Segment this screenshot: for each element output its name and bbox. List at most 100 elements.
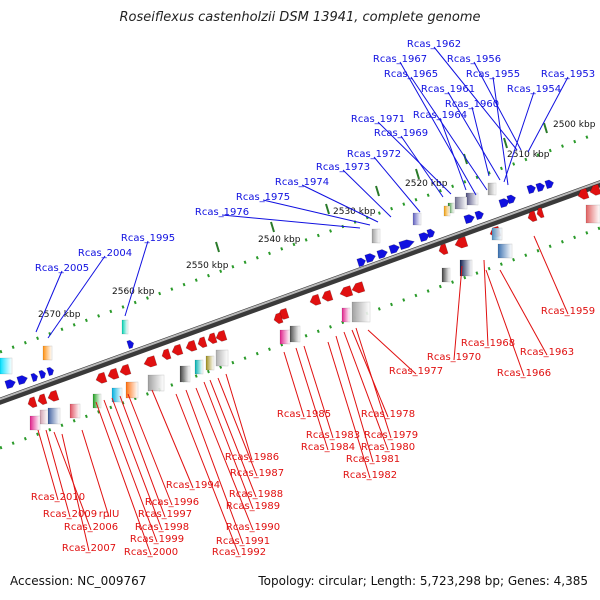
leader-line xyxy=(225,373,253,461)
reverse-gene-label: Rcas_1979 xyxy=(364,430,418,441)
feature-box xyxy=(441,267,451,283)
reverse-gene-label: Rcas_1980 xyxy=(361,442,415,453)
major-tick xyxy=(415,168,420,180)
forward-gene-arrow[interactable] xyxy=(46,366,55,377)
leader-line xyxy=(283,351,305,418)
reverse-gene-label: Rcas_2007 xyxy=(62,543,116,554)
reverse-gene-arrow[interactable] xyxy=(47,389,60,402)
forward-gene-arrow[interactable] xyxy=(388,244,400,255)
reverse-gene-arrow[interactable] xyxy=(95,371,108,384)
leader-line xyxy=(399,61,477,196)
forward-gene-label: Rcas_1962 xyxy=(407,39,461,50)
reverse-gene-arrow[interactable] xyxy=(185,339,198,352)
reverse-gene-label: Rcas_1999 xyxy=(130,534,184,545)
forward-gene-arrow[interactable] xyxy=(398,239,415,251)
forward-gene-label: Rcas_1953 xyxy=(541,69,595,80)
forward-gene-arrow[interactable] xyxy=(16,375,28,386)
forward-gene-label: Rcas_1967 xyxy=(373,54,427,65)
major-tick xyxy=(543,122,548,134)
reverse-gene-arrow[interactable] xyxy=(454,236,469,249)
reverse-gene-label: Rcas_1988 xyxy=(229,489,283,500)
reverse-gene-arrow[interactable] xyxy=(197,336,208,349)
reverse-gene-label: Rcas_2006 xyxy=(64,522,118,533)
feature-box xyxy=(111,387,123,403)
leader-line xyxy=(37,429,59,501)
reverse-gene-arrow[interactable] xyxy=(339,285,354,298)
feature-box xyxy=(42,345,53,361)
leader-line xyxy=(527,76,569,153)
genome-title: Roseiflexus castenholzii DSM 13941, comp… xyxy=(119,10,481,25)
forward-gene-arrow[interactable] xyxy=(4,379,16,390)
reverse-gene-arrow[interactable] xyxy=(161,348,172,361)
reverse-gene-arrow[interactable] xyxy=(27,396,38,409)
leader-line xyxy=(119,395,166,518)
feature-box xyxy=(205,355,215,371)
forward-gene-arrow[interactable] xyxy=(535,182,545,193)
reverse-gene-arrow[interactable] xyxy=(107,367,120,380)
reverse-gene-arrow[interactable] xyxy=(438,243,449,256)
bp-label: 2550 kbp xyxy=(186,261,229,271)
reverse-gene-label: Rcas_1984 xyxy=(301,442,355,453)
forward-gene-arrow[interactable] xyxy=(498,198,510,209)
reverse-gene-arrow[interactable] xyxy=(577,187,590,200)
leader-line xyxy=(185,389,244,545)
leader-line xyxy=(81,429,110,518)
forward-gene-arrow[interactable] xyxy=(474,210,484,221)
reverse-gene-arrow[interactable] xyxy=(589,183,600,196)
forward-gene-arrow[interactable] xyxy=(544,179,554,190)
feature-box xyxy=(0,357,13,375)
reverse-gene-arrow[interactable] xyxy=(119,363,132,376)
reverse-gene-label: Rcas_2000 xyxy=(124,547,178,558)
reverse-gene-arrow[interactable] xyxy=(536,207,545,219)
reverse-gene-arrow[interactable] xyxy=(207,332,218,345)
reverse-gene-arrow[interactable] xyxy=(321,289,334,302)
feature-box xyxy=(412,212,422,226)
reverse-gene-label: Rcas_1981 xyxy=(346,454,400,465)
forward-gene-arrow[interactable] xyxy=(526,184,536,195)
feature-box xyxy=(69,403,81,419)
forward-gene-arrow[interactable] xyxy=(30,372,39,383)
reverse-gene-label: Rcas_1989 xyxy=(226,501,280,512)
leader-line xyxy=(35,270,63,333)
reverse-gene-arrow[interactable] xyxy=(527,210,538,223)
feature-box xyxy=(371,228,381,244)
reverse-gene-arrow[interactable] xyxy=(171,343,184,356)
forward-gene-arrow[interactable] xyxy=(126,339,135,350)
bp-label: 2500 kbp xyxy=(553,120,596,130)
leader-line xyxy=(151,389,194,489)
major-tick xyxy=(375,185,380,197)
leader-line xyxy=(373,156,421,213)
feature-box xyxy=(29,415,41,431)
forward-gene-arrow[interactable] xyxy=(376,249,388,260)
leader-line xyxy=(471,106,490,177)
accession-text: Accession: NC_009767 xyxy=(10,574,147,588)
leader-line xyxy=(335,335,374,463)
chromosome-backbone xyxy=(0,180,600,405)
leader-line xyxy=(343,331,389,451)
forward-gene-arrow[interactable] xyxy=(356,257,366,268)
leader-line xyxy=(195,387,254,531)
forward-gene-arrow[interactable] xyxy=(38,369,47,380)
major-tick xyxy=(503,137,508,149)
leader-line xyxy=(103,399,158,543)
forward-gene-arrow[interactable] xyxy=(418,232,430,243)
reverse-gene-arrow[interactable] xyxy=(143,355,158,368)
reverse-gene-arrow[interactable] xyxy=(351,281,366,294)
forward-gene-arrow[interactable] xyxy=(426,228,436,239)
leader-line xyxy=(209,379,257,498)
leader-line xyxy=(47,255,106,339)
forward-gene-arrow[interactable] xyxy=(463,214,475,225)
major-tick xyxy=(325,203,330,215)
leader-line xyxy=(221,214,361,229)
forward-gene-arrow[interactable] xyxy=(506,194,516,205)
reverse-gene-arrow[interactable] xyxy=(215,329,228,342)
forward-gene-arrow[interactable] xyxy=(364,253,376,264)
leader-line xyxy=(492,76,509,186)
forward-gene-label: Rcas_1976 xyxy=(195,207,249,218)
reverse-gene-label: Rcas_1994 xyxy=(166,480,220,491)
reverse-gene-arrow[interactable] xyxy=(37,393,48,406)
reverse-gene-arrow[interactable] xyxy=(309,293,322,306)
reverse-gene-arrow[interactable] xyxy=(273,312,284,325)
reverse-gene-label: rplU xyxy=(99,509,120,520)
